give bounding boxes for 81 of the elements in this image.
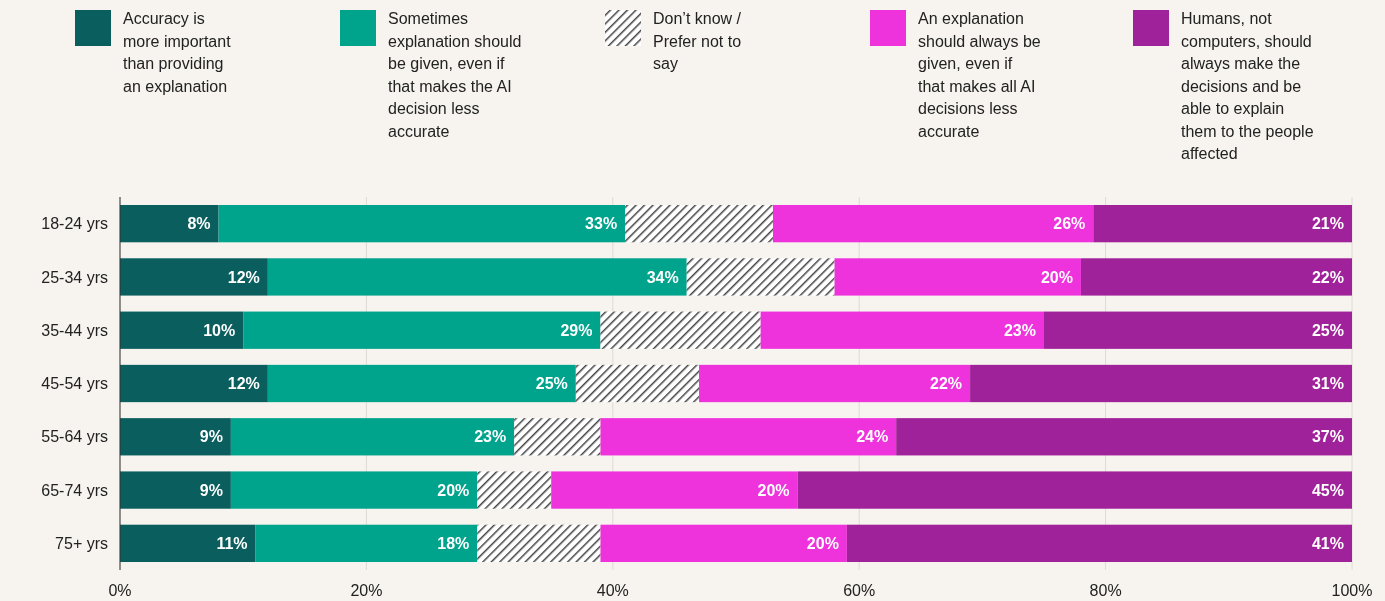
bar [120,418,231,456]
data-label: 26% [1053,215,1086,233]
bar [255,524,478,563]
x-tick-label: 60% [843,582,876,599]
y-tick-label: 35-44 yrs [41,321,108,339]
bar [218,204,626,243]
x-tick-label: 20% [350,582,383,599]
y-tick-label: 25-34 yrs [41,268,108,286]
legend-label: An explanation should always be given, even if that makes all AI decisions less accurate [918,10,1041,140]
x-tick-label: 100% [1331,582,1373,599]
bar [230,471,478,509]
bar [551,471,798,509]
legend-label: Humans, not computers, should always make the decisions and be able to explain them to the people affected [1181,10,1314,162]
bar [970,364,1352,403]
bar [846,524,1352,563]
data-label: 23% [474,428,507,446]
data-label: 20% [1040,268,1073,286]
y-tick-label: 65-74 yrs [41,481,108,499]
data-label: 31% [1311,375,1344,393]
bar [120,258,268,296]
x-tick-label: 40% [596,582,629,599]
bar [686,258,835,296]
y-tick-label: 18-24 yrs [41,215,108,233]
bar [600,311,761,349]
bar [896,418,1352,456]
data-label: 10% [203,321,236,339]
data-label: 41% [1311,534,1344,552]
bar [514,418,601,456]
data-label: 23% [1003,321,1036,339]
legend-label: Sometimes explanation should be given, even if that makes the AI decision less accurate [388,10,522,140]
y-tick-label: 45-54 yrs [41,375,108,393]
data-label: 21% [1311,215,1344,233]
legend-label: Don’t know / Prefer not to say [653,10,742,72]
data-label: 29% [560,321,593,339]
bar [477,471,552,509]
data-label: 25% [1311,321,1344,339]
data-label: 20% [437,481,470,499]
bar [267,258,687,296]
bar [760,311,1044,349]
data-label: 45% [1311,481,1344,499]
data-label: 20% [757,481,790,499]
data-label: 33% [585,215,618,233]
bar [834,258,1081,296]
bar [1044,311,1352,349]
bar [772,204,1094,243]
data-label: 25% [535,375,568,393]
bar [1080,258,1352,296]
bar [120,311,244,349]
data-label: 18% [437,534,470,552]
data-label: 20% [806,534,839,552]
bar [267,364,576,403]
data-label: 34% [646,268,679,286]
data-label: 11% [216,534,248,552]
data-label: 12% [227,268,260,286]
y-tick-label: 55-64 yrs [41,428,108,446]
bar [230,418,515,456]
data-label: 9% [199,481,223,499]
data-label: 22% [1311,268,1344,286]
bar [120,364,268,403]
bar [1093,204,1352,243]
x-tick-label: 80% [1089,582,1122,599]
data-label: 8% [187,215,211,233]
bar [120,204,219,243]
data-label: 12% [227,375,260,393]
x-tick-label: 0% [108,582,132,599]
bar [797,471,1352,509]
bar [120,471,231,509]
bar [243,311,601,349]
bar [699,364,971,403]
bar [600,418,897,456]
data-label: 9% [199,428,223,446]
data-label: 24% [856,428,889,446]
bar [575,364,700,403]
legend-label: Accuracy is more important than providing an explanation [123,10,232,95]
data-label: 37% [1311,428,1344,446]
bar [625,204,773,243]
y-tick-label: 75+ yrs [55,534,108,552]
bar [477,524,601,563]
bar [120,524,256,563]
data-label: 22% [930,375,963,393]
bar [600,524,847,563]
